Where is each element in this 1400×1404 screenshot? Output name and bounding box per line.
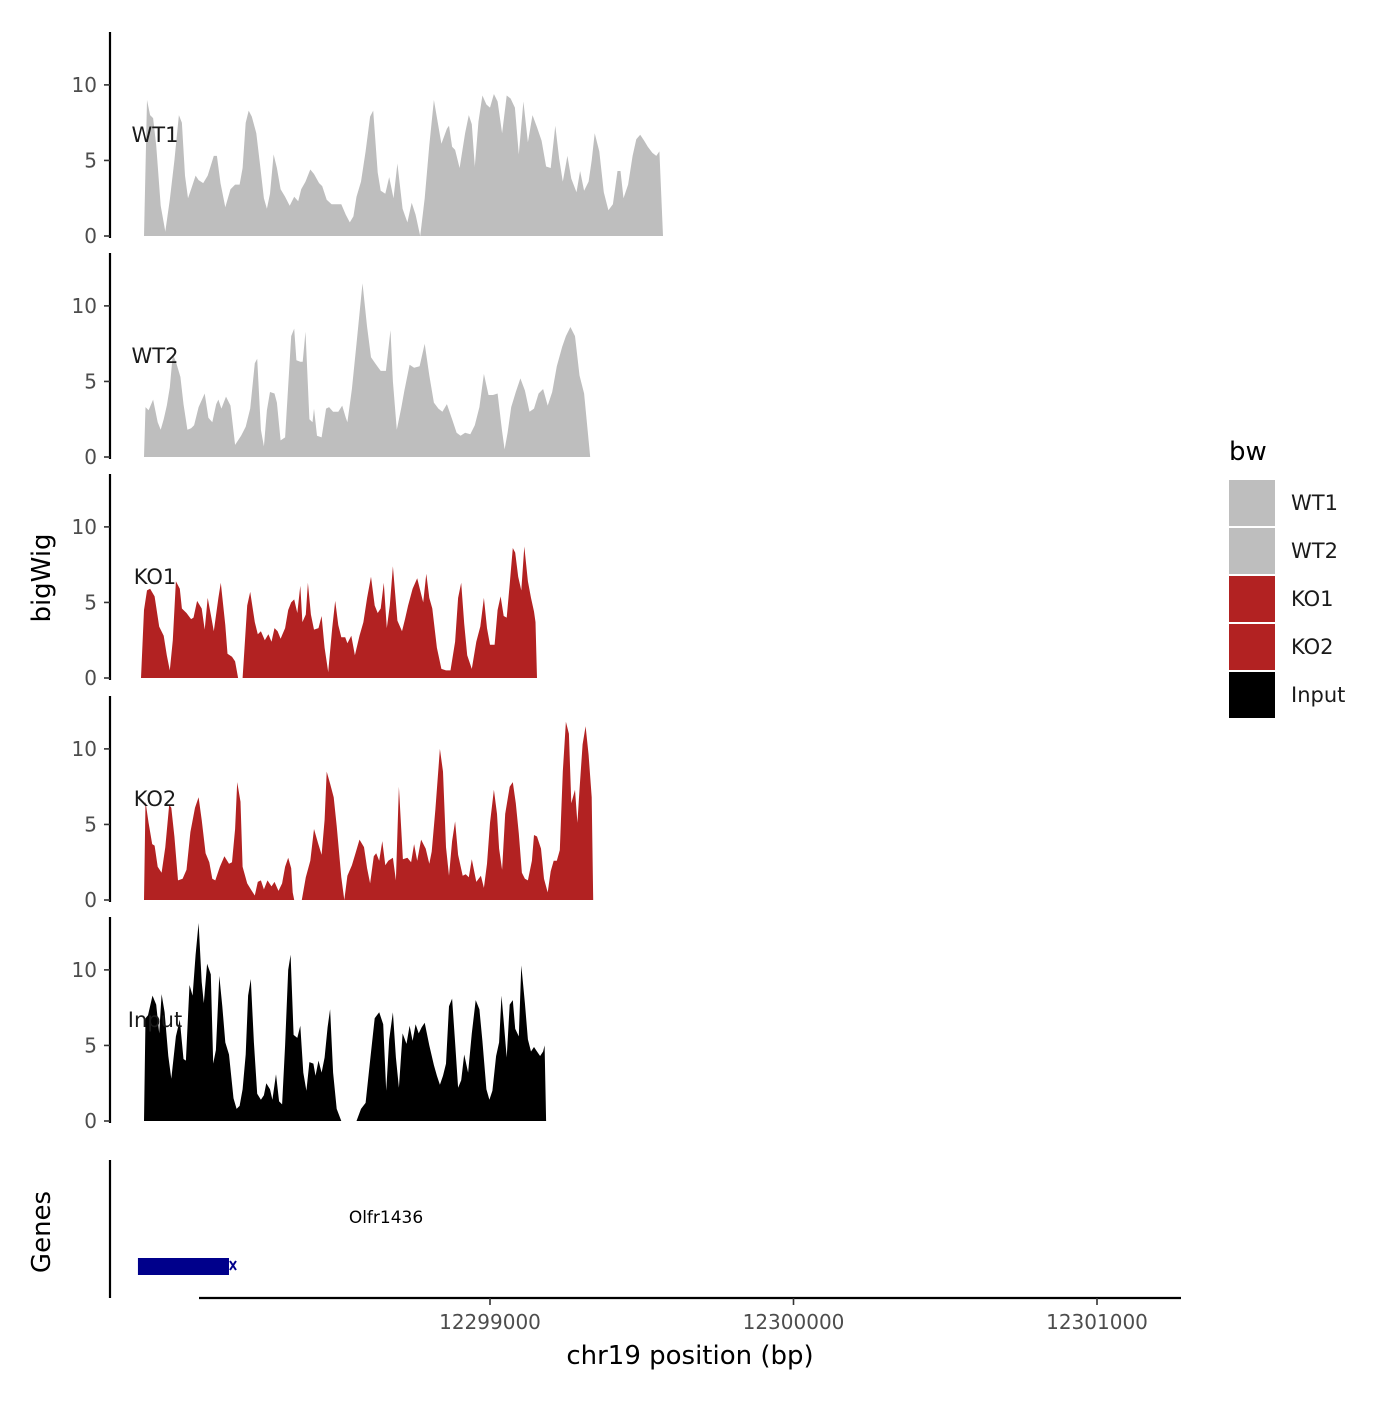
y-tick-label: 10 <box>72 737 97 761</box>
track-label: KO2 <box>134 787 177 811</box>
gene-start-marker <box>139 1260 145 1272</box>
gene-axis-title: Genes <box>27 1191 57 1273</box>
legend-swatch <box>1229 576 1275 622</box>
y-tick-label: 10 <box>72 958 97 982</box>
legend-item-wt2: WT2 <box>1229 528 1338 574</box>
gene-end-marker <box>229 1260 237 1271</box>
legend-swatch <box>1229 624 1275 670</box>
x-axis: 12299000 12300000 12301000 <box>199 1296 1181 1334</box>
y-tick-label: 10 <box>72 515 97 539</box>
x-tick-label: 12299000 <box>439 1310 541 1334</box>
gene-body <box>137 1258 229 1275</box>
y-tick-label: 10 <box>72 294 97 318</box>
legend-item-input: Input <box>1229 672 1345 718</box>
track-ko1: 0 5 10 KO1 <box>72 474 537 690</box>
track-ko2: 0 5 10 KO2 <box>72 696 594 912</box>
legend-label: WT2 <box>1291 539 1338 563</box>
track-wt1: 0 5 10 WT1 <box>72 32 663 248</box>
signal-tracks: 0 5 10 WT1 0 5 10 WT2 0 5 10 KO1 0 5 10 KO2 0 5 10 Input <box>72 32 663 1133</box>
legend-title: bw <box>1229 437 1267 467</box>
gene-label: Olfr1436 <box>349 1208 423 1228</box>
track-wt2: 0 5 10 WT2 <box>72 253 591 469</box>
area-ko2 <box>144 721 594 900</box>
track-label: WT1 <box>132 123 179 147</box>
legend-swatch <box>1229 528 1275 574</box>
legend-swatch <box>1229 672 1275 718</box>
legend-label: Input <box>1291 683 1345 707</box>
gene-track: Olfr1436 <box>108 1160 423 1298</box>
x-axis-title: chr19 position (bp) <box>566 1341 813 1371</box>
y-tick-label: 5 <box>84 812 97 836</box>
x-tick-label: 12301000 <box>1046 1310 1148 1334</box>
legend-label: KO1 <box>1291 587 1334 611</box>
area-wt2 <box>144 283 591 457</box>
y-tick-label: 10 <box>72 73 97 97</box>
y-tick-label: 0 <box>84 1109 97 1133</box>
track-input: 0 5 10 Input <box>72 917 547 1133</box>
y-tick-label: 5 <box>84 148 97 172</box>
gene-olfr1436: Olfr1436 <box>137 1208 423 1275</box>
legend-item-ko1: KO1 <box>1229 576 1334 622</box>
track-label: Input <box>128 1008 182 1032</box>
y-tick-label: 5 <box>84 590 97 614</box>
area-ko1 <box>141 546 537 678</box>
legend-label: WT1 <box>1291 491 1338 515</box>
legend: bw WT1 WT2 KO1 KO2 Input <box>1229 437 1345 718</box>
y-tick-label: 5 <box>84 369 97 393</box>
track-label: WT2 <box>132 344 179 368</box>
track-label: KO1 <box>134 565 177 589</box>
legend-item-ko2: KO2 <box>1229 624 1334 670</box>
legend-swatch <box>1229 480 1275 526</box>
area-wt1 <box>144 94 663 236</box>
area-input <box>144 923 547 1121</box>
y-tick-label: 5 <box>84 1033 97 1057</box>
y-axis-title: bigWig <box>27 533 57 622</box>
y-tick-label: 0 <box>84 666 97 690</box>
y-tick-label: 0 <box>84 888 97 912</box>
x-tick-label: 12300000 <box>743 1310 845 1334</box>
y-tick-label: 0 <box>84 445 97 469</box>
legend-label: KO2 <box>1291 635 1334 659</box>
legend-item-wt1: WT1 <box>1229 480 1338 526</box>
y-tick-label: 0 <box>84 224 97 248</box>
